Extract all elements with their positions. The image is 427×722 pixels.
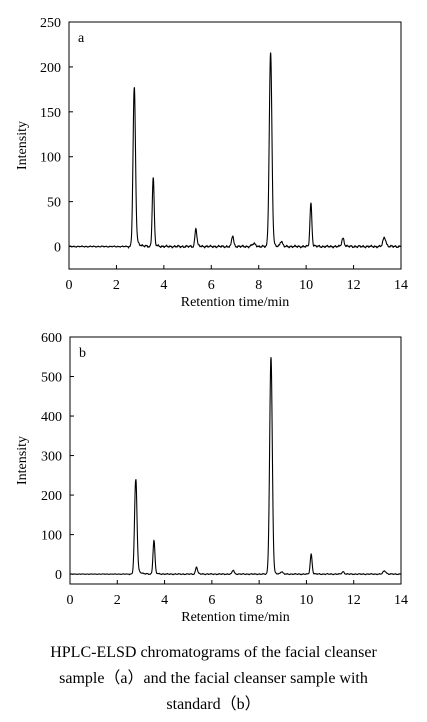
x-tick-label: 8 <box>255 278 262 293</box>
y-tick-label: 150 <box>40 106 61 121</box>
y-axis-label: Intensity <box>15 121 30 170</box>
x-tick-label: 12 <box>347 278 361 293</box>
figure-caption: HPLC-ELSD chromatograms of the facial cl… <box>10 640 417 718</box>
x-tick-label: 12 <box>347 593 361 608</box>
caption-line-3: standard（b） <box>166 696 261 713</box>
x-tick-label: 2 <box>113 278 120 293</box>
y-tick-label: 100 <box>41 529 62 544</box>
x-tick-label: 14 <box>394 278 408 293</box>
y-tick-label: 600 <box>41 331 62 346</box>
y-tick-label: 250 <box>40 16 61 31</box>
plot-frame <box>68 21 402 270</box>
x-tick-label: 14 <box>394 593 408 608</box>
y-tick-label: 0 <box>54 241 61 256</box>
caption-line-2: sample（a）and the facial cleanser sample … <box>59 670 368 687</box>
y-tick-label: 200 <box>40 61 61 76</box>
chart-panel-a: 0 2 4 6 8 10 12 14 0 50 100 150 200 250 Retention time… <box>15 16 408 310</box>
x-tick-label: 6 <box>208 593 215 608</box>
chromatogram-trace <box>69 357 402 576</box>
x-tick-label: 2 <box>114 593 121 608</box>
chart-panel-b: 0 2 4 6 8 10 12 14 0 100 200 300 400 500 600 Retention … <box>15 331 408 625</box>
panel-label: b <box>79 346 86 361</box>
chromatogram-trace <box>68 52 402 250</box>
x-tick-label: 4 <box>161 593 168 608</box>
x-tick-label: 8 <box>256 593 263 608</box>
x-tick-label: 10 <box>299 593 313 608</box>
caption-line-1: HPLC-ELSD chromatograms of the facial cl… <box>50 644 377 661</box>
y-tick-label: 200 <box>41 489 62 504</box>
x-tick-label: 0 <box>66 278 73 293</box>
y-tick-label: 100 <box>40 151 61 166</box>
y-tick-label: 50 <box>47 196 61 211</box>
x-tick-label: 10 <box>299 278 313 293</box>
x-tick-label: 6 <box>208 278 215 293</box>
x-tick-label: 0 <box>67 593 74 608</box>
y-tick-label: 400 <box>41 410 62 425</box>
y-axis-label: Intensity <box>15 436 30 485</box>
y-tick-label: 0 <box>55 568 62 583</box>
plot-frame <box>69 336 402 585</box>
y-tick-label: 300 <box>41 450 62 465</box>
x-axis-label: Retention time/min <box>181 295 290 310</box>
panel-label: a <box>78 31 85 46</box>
y-tick-label: 500 <box>41 371 62 386</box>
x-axis-label: Retention time/min <box>181 610 290 625</box>
x-tick-label: 4 <box>160 278 167 293</box>
